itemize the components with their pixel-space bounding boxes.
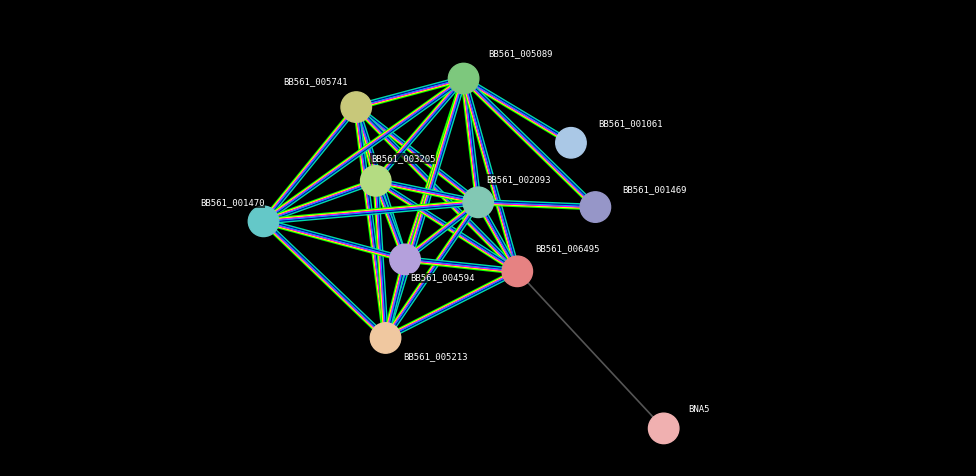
Ellipse shape bbox=[360, 166, 391, 196]
Text: BB561_005089: BB561_005089 bbox=[488, 50, 552, 59]
Text: BB561_001470: BB561_001470 bbox=[200, 198, 264, 207]
Text: BB561_002093: BB561_002093 bbox=[486, 175, 550, 184]
Ellipse shape bbox=[389, 244, 421, 275]
Ellipse shape bbox=[555, 128, 587, 158]
Ellipse shape bbox=[463, 187, 494, 218]
Ellipse shape bbox=[580, 192, 611, 222]
Ellipse shape bbox=[448, 63, 479, 94]
Text: BB561_003205: BB561_003205 bbox=[371, 154, 435, 163]
Ellipse shape bbox=[341, 92, 372, 122]
Text: BB561_001061: BB561_001061 bbox=[598, 119, 663, 129]
Text: BB561_006495: BB561_006495 bbox=[535, 244, 599, 253]
Ellipse shape bbox=[502, 256, 533, 287]
Ellipse shape bbox=[648, 413, 679, 444]
Text: BB561_004594: BB561_004594 bbox=[410, 273, 474, 282]
Ellipse shape bbox=[370, 323, 401, 353]
Ellipse shape bbox=[248, 206, 279, 237]
Text: BB561_005213: BB561_005213 bbox=[403, 352, 468, 361]
Text: BB561_001469: BB561_001469 bbox=[623, 185, 687, 194]
Text: BNA5: BNA5 bbox=[688, 405, 710, 414]
Text: BB561_005741: BB561_005741 bbox=[283, 77, 347, 86]
